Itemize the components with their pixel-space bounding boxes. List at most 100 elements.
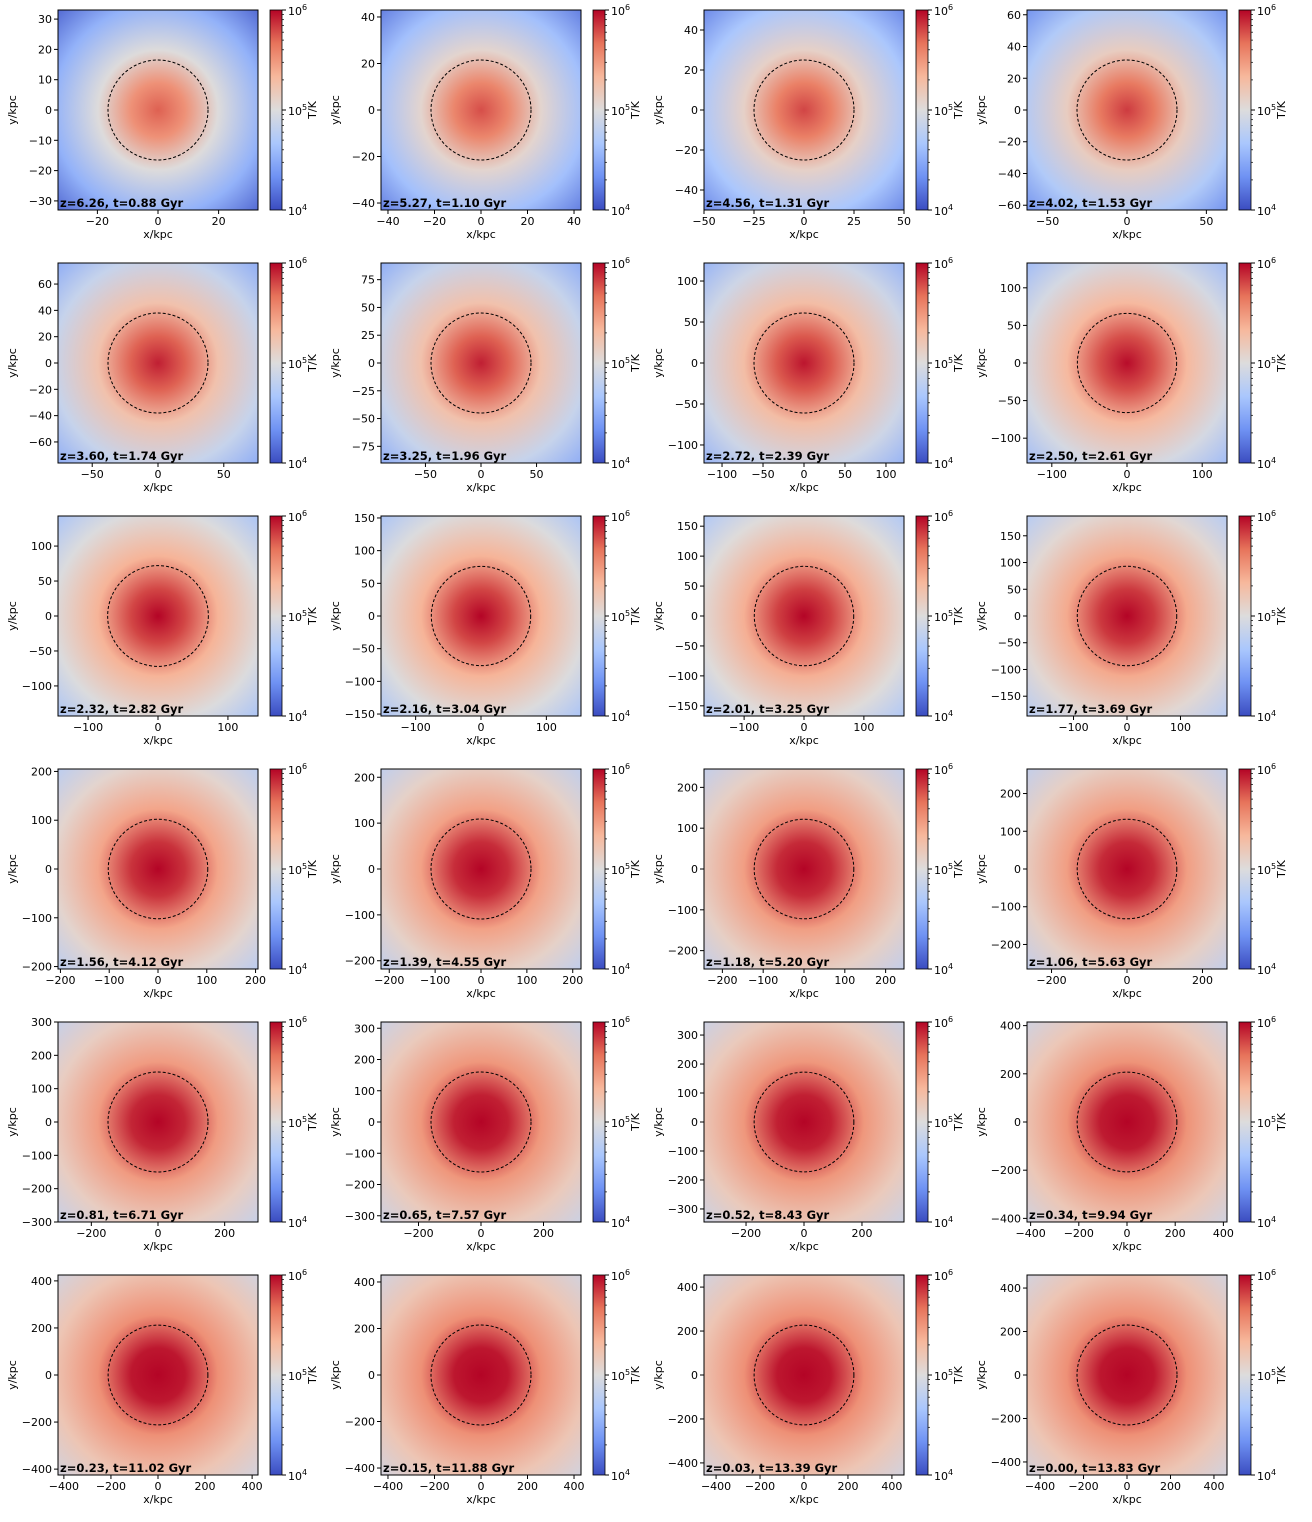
x-axis-label: x/kpc <box>466 1493 496 1506</box>
virial-radius-circle <box>430 1324 532 1426</box>
y-tick-label: 100 <box>1000 557 1021 570</box>
y-tick-label: −150 <box>991 690 1021 703</box>
y-tick-label: 20 <box>361 57 375 70</box>
y-axis-label: y/kpc <box>652 95 665 125</box>
temperature-field <box>704 1022 904 1222</box>
y-tick-label: −100 <box>22 680 52 693</box>
redshift-time-annotation: z=1.06, t=5.63 Gyr <box>1029 955 1153 969</box>
y-tick-label: −200 <box>22 1416 52 1429</box>
virial-radius-circle <box>107 1071 209 1173</box>
virial-radius-circle <box>1076 565 1178 667</box>
temperature-field <box>704 516 904 716</box>
y-tick-label: −50 <box>29 645 52 658</box>
y-tick-label: 0 <box>691 1116 698 1129</box>
panel-svg: −100 0 100 150 100 50 0 −50 −100 −150 x/kpc y/kpc z=… <box>329 509 642 747</box>
y-tick-label: −200 <box>991 1164 1021 1177</box>
colorbar-tick-label: 104 <box>934 456 953 471</box>
y-tick-label: 200 <box>677 1325 698 1338</box>
y-tick-label: 0 <box>368 357 375 370</box>
x-axis-label: x/kpc <box>789 228 819 241</box>
y-tick-label: 100 <box>677 1087 698 1100</box>
x-tick-label: 0 <box>155 215 162 228</box>
temperature-map-panel: −200 −100 0 100 200 200 100 0 −100 −200 x/kpc y/kpc… <box>646 759 969 1012</box>
y-tick-label: −30 <box>29 195 52 208</box>
y-tick-label: −50 <box>352 643 375 656</box>
x-tick-label: −400 <box>701 1480 731 1493</box>
colorbar-tick-label: 104 <box>611 1468 630 1483</box>
y-tick-label: 150 <box>1000 530 1021 543</box>
colorbar-tick-label: 106 <box>611 509 630 524</box>
colorbar <box>269 9 283 211</box>
temperature-map-panel: −200 −100 0 100 200 200 100 0 −100 −200 x/kpc y/kpc… <box>323 759 646 1012</box>
colorbar <box>592 1021 606 1223</box>
y-axis-label: y/kpc <box>652 601 665 631</box>
virial-radius-circle <box>753 565 855 667</box>
panel-svg: −200 0 200 300 200 100 0 −100 −200 −300 x/kpc y/kpc… <box>329 1015 642 1253</box>
x-tick-label: 0 <box>1124 974 1131 987</box>
y-tick-label: −200 <box>22 961 52 974</box>
x-tick-label: 0 <box>801 215 808 228</box>
y-tick-label: −200 <box>991 938 1021 951</box>
y-axis-label: y/kpc <box>652 348 665 378</box>
panel-svg: −200 0 200 200 100 0 −100 −200 x/kpc y/kpc z=1.06,… <box>975 762 1288 1000</box>
colorbar-label: T/K <box>1275 100 1288 119</box>
redshift-time-annotation: z=0.03, t=13.39 Gyr <box>706 1461 838 1475</box>
y-tick-label: −40 <box>998 167 1021 180</box>
y-tick-label: 0 <box>368 1116 375 1129</box>
y-tick-label: 300 <box>354 1022 375 1035</box>
y-tick-label: −100 <box>345 1147 375 1160</box>
y-tick-label: −60 <box>998 199 1021 212</box>
y-tick-label: 0 <box>691 104 698 117</box>
temperature-field <box>1027 769 1227 969</box>
y-axis-label: y/kpc <box>652 1107 665 1137</box>
temperature-map-panel: −400 −200 0 200 400 400 200 0 −200 −400 x/kpc y/kpc… <box>969 1012 1292 1265</box>
colorbar <box>592 262 606 464</box>
y-axis-label: y/kpc <box>975 854 988 884</box>
y-tick-label: −100 <box>668 439 698 452</box>
redshift-time-annotation: z=1.77, t=3.69 Gyr <box>1029 702 1153 716</box>
colorbar-tick-label: 105 <box>288 1368 307 1383</box>
redshift-time-annotation: z=4.56, t=1.31 Gyr <box>706 196 830 210</box>
colorbar-tick-label: 105 <box>1257 862 1276 877</box>
y-tick-label: −100 <box>991 432 1021 445</box>
colorbar-label: T/K <box>306 353 319 372</box>
colorbar-tick-label: 104 <box>934 1215 953 1230</box>
x-axis-label: x/kpc <box>143 987 173 1000</box>
y-tick-label: −20 <box>998 136 1021 149</box>
colorbar <box>592 9 606 211</box>
y-tick-label: 200 <box>1000 1326 1021 1339</box>
virial-radius-circle <box>107 1324 209 1426</box>
panel-svg: −200 −100 0 100 200 200 100 0 −100 −200 x/kpc y/kpc… <box>6 762 319 1000</box>
temperature-map-panel: −200 0 200 200 100 0 −100 −200 x/kpc y/kpc z=1.06,… <box>969 759 1292 1012</box>
colorbar-tick-label: 104 <box>611 203 630 218</box>
redshift-time-annotation: z=1.56, t=4.12 Gyr <box>60 955 184 969</box>
y-tick-label: −50 <box>352 413 375 426</box>
y-axis-label: y/kpc <box>652 854 665 884</box>
x-tick-label: 400 <box>881 1480 902 1493</box>
colorbar-tick-label: 105 <box>288 1115 307 1130</box>
colorbar-tick-label: 106 <box>611 1268 630 1283</box>
x-tick-label: −100 <box>707 468 737 481</box>
x-tick-label: 0 <box>155 1227 162 1240</box>
y-tick-label: −400 <box>668 1457 698 1470</box>
virial-radius-circle <box>107 818 209 920</box>
redshift-time-annotation: z=6.26, t=0.88 Gyr <box>60 196 184 210</box>
x-tick-label: 0 <box>801 468 808 481</box>
y-axis-label: y/kpc <box>975 95 988 125</box>
temperature-map-panel: −400 −200 0 200 400 400 200 0 −200 −400 x/kpc y/kpc… <box>323 1265 646 1518</box>
colorbar-tick-label: 106 <box>1257 1268 1276 1283</box>
temperature-field <box>58 1275 258 1475</box>
x-tick-label: −100 <box>401 721 431 734</box>
colorbar-label: T/K <box>952 606 965 625</box>
y-tick-label: 100 <box>1000 282 1021 295</box>
x-tick-label: 0 <box>155 974 162 987</box>
y-tick-label: 0 <box>45 1369 52 1382</box>
temperature-map-panel: −400 −200 0 200 400 400 200 0 −200 −400 x/kpc y/kpc… <box>646 1265 969 1518</box>
colorbar-tick-label: 106 <box>288 1015 307 1030</box>
x-tick-label: 50 <box>217 468 231 481</box>
x-tick-label: −200 <box>374 974 404 987</box>
panel-svg: −200 0 200 300 200 100 0 −100 −200 −300 x/kpc y/kpc… <box>652 1015 965 1253</box>
colorbar-label: T/K <box>1275 1112 1288 1131</box>
colorbar-tick-label: 106 <box>1257 509 1276 524</box>
temperature-field <box>381 1275 581 1475</box>
